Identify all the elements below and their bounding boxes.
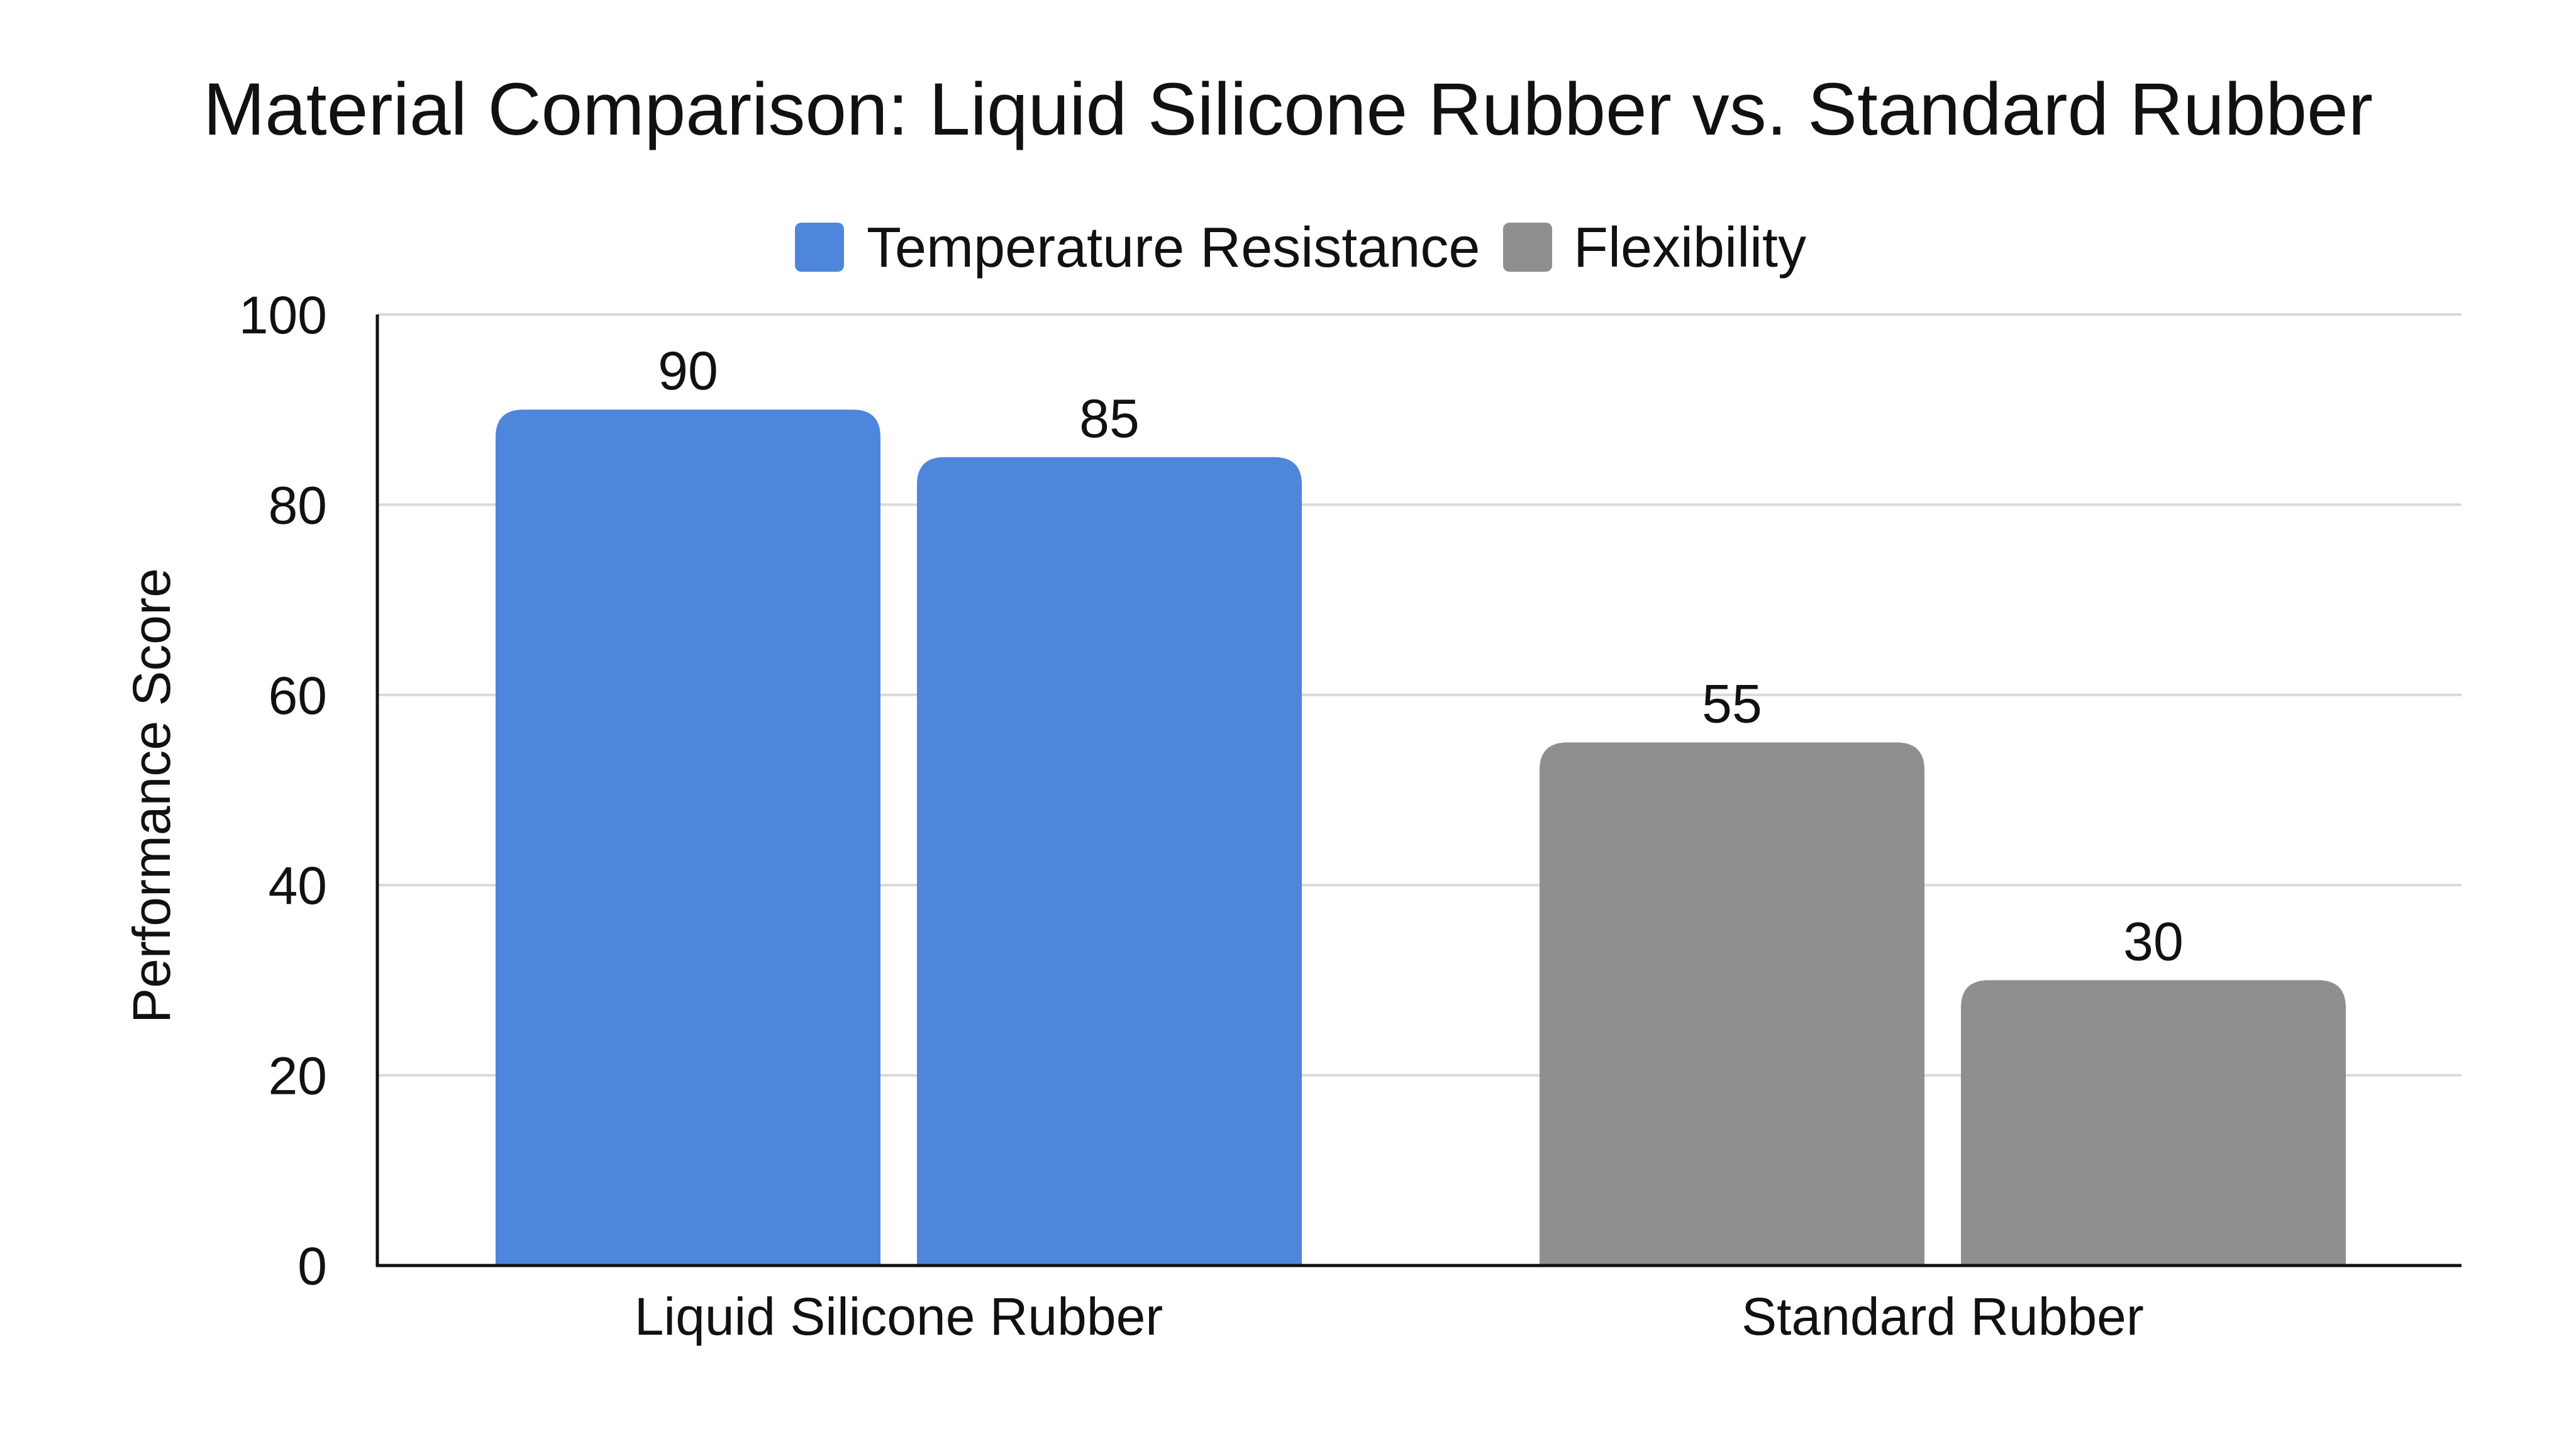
axes [375, 314, 2462, 1267]
y-tick-label: 60 [269, 666, 327, 725]
bar-standard-rubber-2 [1961, 980, 2346, 1266]
bar-value-label: 55 [1702, 674, 1762, 734]
chart-legend: Temperature Resistance Flexibility [795, 216, 1806, 279]
legend-swatch-flexibility [1503, 223, 1552, 272]
y-tick-label: 0 [297, 1237, 327, 1296]
x-category-label: Liquid Silicone Rubber [635, 1287, 1163, 1346]
bar-liquid-silicone-rubber-2 [917, 457, 1302, 1266]
y-tick-label: 20 [269, 1047, 327, 1106]
y-tick-label: 40 [269, 856, 327, 915]
bar-value-label: 85 [1079, 389, 1140, 449]
y-axis-ticks: 0 20 40 60 80 100 [239, 286, 327, 1296]
chart-title: Material Comparison: Liquid Silicone Rub… [203, 68, 2373, 151]
y-tick-label: 80 [269, 476, 327, 535]
y-axis-title: Performance Score [122, 568, 181, 1023]
bar-value-label: 90 [658, 341, 718, 401]
bar-standard-rubber-1 [1540, 742, 1924, 1266]
legend-label: Flexibility [1574, 216, 1806, 279]
bars [496, 409, 2346, 1266]
legend-swatch-temperature-resistance [795, 223, 844, 272]
bar-value-label: 30 [2123, 911, 2184, 972]
x-axis-labels: Liquid Silicone Rubber Standard Rubber [635, 1287, 2144, 1346]
data-labels: 90 85 55 30 [658, 341, 2184, 972]
legend-label: Temperature Resistance [867, 216, 1480, 279]
y-tick-label: 100 [239, 286, 327, 345]
x-category-label: Standard Rubber [1741, 1287, 2144, 1346]
bar-liquid-silicone-rubber-1 [496, 409, 880, 1266]
